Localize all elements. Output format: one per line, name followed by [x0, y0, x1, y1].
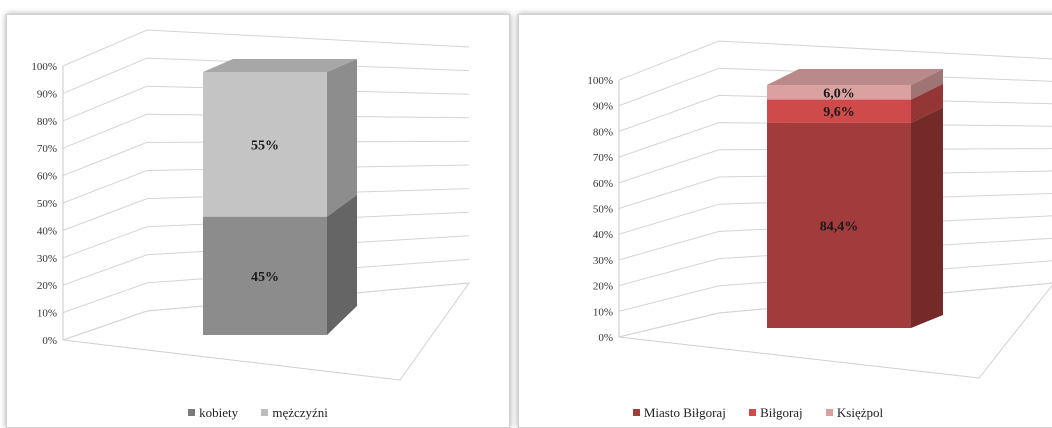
chart-1-gridline-9	[62, 57, 470, 94]
chart-2-tick-label-5: 50%	[593, 204, 613, 216]
chart-1-bar-kobiety-front	[203, 216, 327, 335]
legend-label-ksiezpol: Księżpol	[836, 405, 884, 420]
chart-1-tick-label-8: 80%	[37, 116, 57, 128]
chart-1-tick-label-4: 40%	[37, 225, 57, 237]
chart-2-tick-label-3: 30%	[593, 255, 613, 267]
chart-2-tick-label-2: 20%	[593, 281, 613, 293]
chart-1-tick-label-9: 90%	[37, 88, 57, 100]
chart-2-bar-miasto-bilgoraj-front	[767, 122, 911, 329]
legend-item-ksiezpol: Księżpol	[825, 405, 884, 421]
chart-1-gridline-2	[62, 235, 470, 286]
chart-1-tick-label-0: 0%	[42, 335, 57, 347]
chart-2-bar-ksiezpol-side	[911, 69, 943, 100]
chart-1-gridline-1	[62, 258, 470, 314]
chart-2-tick-label-8: 80%	[593, 126, 613, 138]
chart-2-bar-miasto-bilgoraj-side	[911, 107, 943, 328]
chart-2-bar-ksiezpol-front	[767, 85, 911, 100]
chart-2-gridline-10	[618, 40, 1052, 81]
chart-1-bar-kobiety-label: 45%	[251, 270, 279, 285]
chart-1-tick-label-7: 70%	[37, 143, 57, 155]
chart-2-bar-top	[767, 69, 943, 85]
chart-2-plot: 0% 10% 20% 30% 40% 50% 60% 70% 80% 90% 100% 84,4% 9,…	[587, 40, 1052, 379]
legend-item-kobiety: kobiety	[188, 405, 238, 421]
chart-2-tick-label-6: 60%	[593, 178, 613, 190]
legend-label-kobiety: kobiety	[199, 405, 239, 420]
chart-1-bar-mezczyzni-side	[327, 59, 357, 217]
chart-1-gridline-7	[62, 113, 470, 149]
chart-1-tick-label-6: 60%	[37, 171, 57, 183]
chart-1-plot: 0% 10% 20% 30% 40% 50% 60% 70% 80% 90% 100% 45% 55%	[31, 29, 471, 381]
chart-2-bar-miasto-bilgoraj-label: 84,4%	[820, 219, 859, 234]
chart-1-tick-label-3: 30%	[37, 253, 57, 265]
chart-2-bar-bilgoraj-side	[911, 83, 943, 123]
legend-swatch-miasto-bilgoraj	[632, 409, 640, 416]
legend-label-miasto-bilgoraj: Miasto Biłgoraj	[643, 405, 726, 420]
legend-label-mezczyzni: mężczyźni	[272, 405, 328, 420]
chart-2-bar-bilgoraj-label: 9,6%	[823, 105, 855, 120]
chart-1-gridline-3	[62, 211, 470, 259]
chart-1-bar-mezczyzni-label: 55%	[251, 138, 279, 153]
chart-1-gridline-6	[62, 140, 470, 177]
chart-2-tick-label-7: 70%	[593, 152, 613, 164]
chart-2-tick-label-0: 0%	[598, 332, 613, 344]
chart-1-gridline-4	[62, 188, 470, 231]
legend-item-mezczyzni: mężczyźni	[261, 405, 328, 421]
chart-1-legend: kobiety mężczyźni	[7, 405, 509, 421]
chart-1-tick-label-5: 50%	[37, 198, 57, 210]
chart-1-gridline-10	[62, 29, 470, 67]
chart-1-tick-label-2: 20%	[37, 280, 57, 292]
chart-1-gridline-8	[62, 85, 470, 122]
chart-2-legend: Miasto Biłgoraj Biłgoraj Księżpol	[519, 405, 997, 421]
chart-1-tick-label-10: 100%	[31, 61, 57, 73]
legend-label-bilgoraj: Biłgoraj	[760, 405, 803, 420]
chart-gminy: 0% 10% 20% 30% 40% 50% 60% 70% 80% 90% 100% 84,4% 9,…	[518, 14, 1052, 428]
chart-1-bar-kobiety-side	[327, 194, 357, 335]
legend-swatch-bilgoraj	[749, 409, 757, 416]
chart-1-tick-label-1: 10%	[37, 308, 57, 320]
chart-1-bar-top	[203, 59, 357, 72]
legend-swatch-kobiety	[188, 409, 196, 416]
chart-kobiety-mezczyzni: 0% 10% 20% 30% 40% 50% 60% 70% 80% 90% 100% 45% 55% …	[6, 14, 510, 428]
chart-2-tick-label-10: 100%	[587, 75, 613, 87]
legend-item-miasto-bilgoraj: Miasto Biłgoraj	[632, 405, 726, 421]
chart-1-gridline-5	[62, 164, 470, 204]
legend-swatch-ksiezpol	[825, 409, 833, 416]
chart-2-tick-label-4: 40%	[593, 229, 613, 241]
chart-1-gridline-0	[62, 282, 470, 341]
chart-2-bar-ksiezpol-label: 6,0%	[823, 86, 855, 101]
chart-2-bar-bilgoraj-front	[767, 99, 911, 123]
chart-2-tick-label-9: 90%	[593, 101, 613, 113]
legend-swatch-mezczyzni	[261, 409, 269, 416]
chart-2-tick-label-1: 10%	[593, 306, 613, 318]
legend-item-bilgoraj: Biłgoraj	[749, 405, 803, 421]
chart-1-bar-mezczyzni-front	[203, 72, 327, 217]
